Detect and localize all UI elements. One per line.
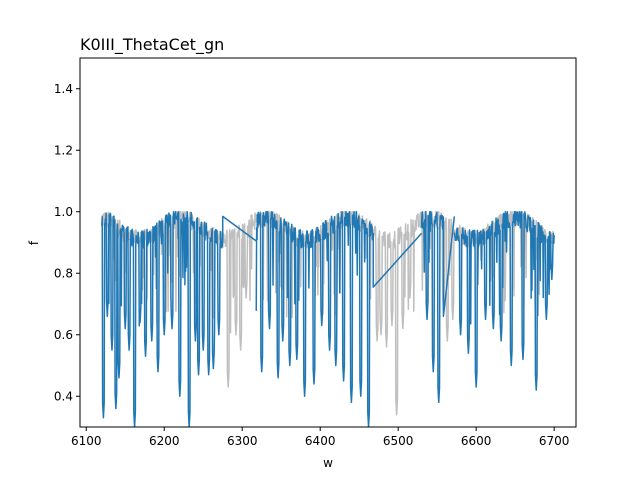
y-tick-label: 1.4 bbox=[54, 82, 73, 96]
x-tick-label: 6400 bbox=[305, 434, 336, 448]
x-tick-label: 6200 bbox=[149, 434, 180, 448]
y-tick-label: 1.2 bbox=[54, 143, 73, 157]
y-tick-label: 0.4 bbox=[54, 389, 73, 403]
plot-frame bbox=[79, 57, 577, 428]
series-layer bbox=[101, 211, 555, 427]
x-tick-label: 6600 bbox=[461, 434, 492, 448]
x-tick-label: 6100 bbox=[71, 434, 102, 448]
x-tick-label: 6700 bbox=[539, 434, 570, 448]
chart-title: K0III_ThetaCet_gn bbox=[80, 35, 224, 55]
y-tick-label: 0.6 bbox=[54, 328, 73, 342]
y-axis: 0.4 0.6 0.8 1.0 1.2 1.4 bbox=[54, 82, 80, 403]
x-axis-label: w bbox=[323, 456, 333, 470]
x-tick-label: 6300 bbox=[227, 434, 258, 448]
series-line-spectrum bbox=[101, 211, 555, 427]
y-axis-label: f bbox=[27, 240, 41, 245]
y-tick-label: 1.0 bbox=[54, 205, 73, 219]
y-tick-label: 0.8 bbox=[54, 266, 73, 280]
x-tick-label: 6500 bbox=[383, 434, 414, 448]
x-axis: 6100 6200 6300 6400 6500 6600 6700 bbox=[71, 427, 569, 448]
